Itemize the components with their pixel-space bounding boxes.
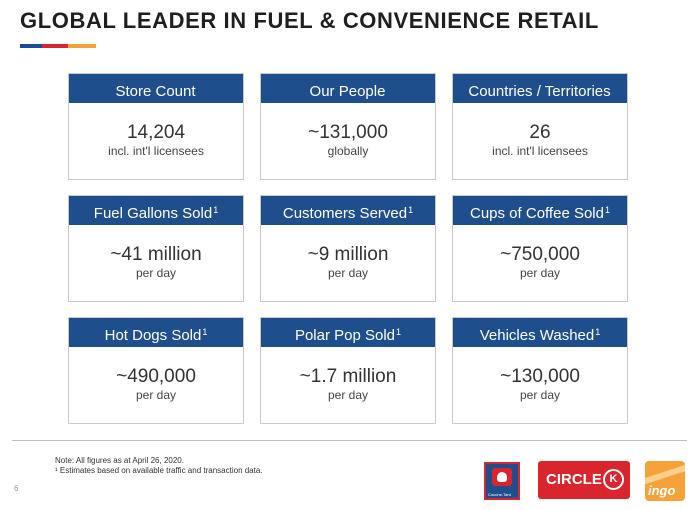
stat-card-header: Store Count bbox=[69, 74, 243, 103]
stat-card-sublabel: incl. int'l licensees bbox=[492, 144, 588, 158]
stat-card-label: Hot Dogs Sold bbox=[104, 327, 202, 344]
footnote-mark: 1 bbox=[396, 327, 402, 337]
footnote-mark: 1 bbox=[202, 327, 208, 337]
stat-card-label: Polar Pop Sold bbox=[294, 327, 396, 344]
stat-card-header: Our People bbox=[261, 74, 435, 103]
stat-card-value: 26 bbox=[529, 122, 551, 143]
slide-title: GLOBAL LEADER IN FUEL & CONVENIENCE RETA… bbox=[20, 8, 599, 33]
stat-card-value: ~130,000 bbox=[500, 366, 580, 387]
stat-card-sublabel: per day bbox=[519, 266, 561, 280]
stat-card-header: Polar Pop Sold1 bbox=[261, 318, 435, 347]
footnote-date: Note: All figures as at April 26, 2020. bbox=[55, 456, 184, 465]
stat-card-label: Fuel Gallons Sold bbox=[93, 205, 213, 222]
footnotes: Note: All figures as at April 26, 2020. … bbox=[55, 456, 263, 476]
stat-card-label: Store Count bbox=[115, 83, 196, 100]
couche-tard-owl-icon bbox=[492, 468, 512, 486]
page-number: 6 bbox=[14, 484, 19, 493]
footnote-mark: 1 bbox=[604, 205, 610, 215]
stat-card-sublabel: per day bbox=[327, 388, 369, 402]
stat-card-our-people: Our People ~131,000 globally bbox=[260, 73, 436, 180]
stat-card-customers-served: Customers Served1 ~9 million per day bbox=[260, 195, 436, 302]
stat-card-value: ~131,000 bbox=[308, 122, 388, 143]
stat-card-label: Customers Served bbox=[282, 205, 408, 222]
stat-card-countries: Countries / Territories 26 incl. int'l l… bbox=[452, 73, 628, 180]
stat-card-header: Cups of Coffee Sold1 bbox=[453, 196, 627, 225]
footnote-mark: 1 bbox=[595, 327, 601, 337]
couche-tard-logo: Couche-Tard bbox=[484, 462, 520, 500]
stat-card-sublabel: per day bbox=[519, 388, 561, 402]
accent-bar-orange bbox=[68, 44, 96, 48]
stat-card-value: ~490,000 bbox=[116, 366, 196, 387]
stat-card-vehicles-washed: Vehicles Washed1 ~130,000 per day bbox=[452, 317, 628, 424]
stat-card-fuel-gallons: Fuel Gallons Sold1 ~41 million per day bbox=[68, 195, 244, 302]
circle-k-wordmark: CIRCLE bbox=[546, 471, 602, 488]
ingo-logo: ingo bbox=[645, 461, 685, 501]
accent-bar-blue bbox=[20, 44, 42, 48]
stat-card-sublabel: per day bbox=[135, 388, 177, 402]
stat-card-sublabel: per day bbox=[327, 266, 369, 280]
stat-card-label: Countries / Territories bbox=[468, 83, 611, 100]
stat-card-store-count: Store Count 14,204 incl. int'l licensees bbox=[68, 73, 244, 180]
stat-card-label: Our People bbox=[309, 83, 386, 100]
stat-card-label: Vehicles Washed bbox=[479, 327, 595, 344]
stat-card-hot-dogs: Hot Dogs Sold1 ~490,000 per day bbox=[68, 317, 244, 424]
circle-k-logo: CIRCLE K bbox=[538, 461, 630, 499]
couche-tard-wordmark: Couche-Tard bbox=[488, 492, 511, 497]
footnote-mark: 1 bbox=[408, 205, 414, 215]
stat-card-header: Fuel Gallons Sold1 bbox=[69, 196, 243, 225]
footer-divider bbox=[12, 440, 687, 441]
stat-card-value: 14,204 bbox=[126, 122, 186, 143]
stat-card-value: ~9 million bbox=[307, 244, 389, 265]
stat-card-header: Customers Served1 bbox=[261, 196, 435, 225]
stat-card-label: Cups of Coffee Sold bbox=[470, 205, 604, 222]
stat-card-value: ~41 million bbox=[110, 244, 202, 265]
stat-card-sublabel: per day bbox=[135, 266, 177, 280]
accent-bar-red bbox=[42, 44, 68, 48]
ingo-wordmark: ingo bbox=[648, 483, 676, 498]
stat-card-header: Vehicles Washed1 bbox=[453, 318, 627, 347]
circle-k-icon: K bbox=[603, 469, 624, 490]
ingo-stripe-icon bbox=[645, 463, 685, 485]
stat-card-header: Hot Dogs Sold1 bbox=[69, 318, 243, 347]
stat-card-sublabel: incl. int'l licensees bbox=[108, 144, 204, 158]
stat-card-polar-pop: Polar Pop Sold1 ~1.7 million per day bbox=[260, 317, 436, 424]
stat-card-sublabel: globally bbox=[327, 144, 369, 158]
footnote-mark: 1 bbox=[213, 205, 219, 215]
stat-card-value: ~750,000 bbox=[500, 244, 580, 265]
footnote-estimates: ¹ Estimates based on available traffic a… bbox=[55, 466, 263, 475]
stat-card-header: Countries / Territories bbox=[453, 74, 627, 103]
stat-card-coffee-sold: Cups of Coffee Sold1 ~750,000 per day bbox=[452, 195, 628, 302]
stat-card-value: ~1.7 million bbox=[299, 366, 397, 387]
